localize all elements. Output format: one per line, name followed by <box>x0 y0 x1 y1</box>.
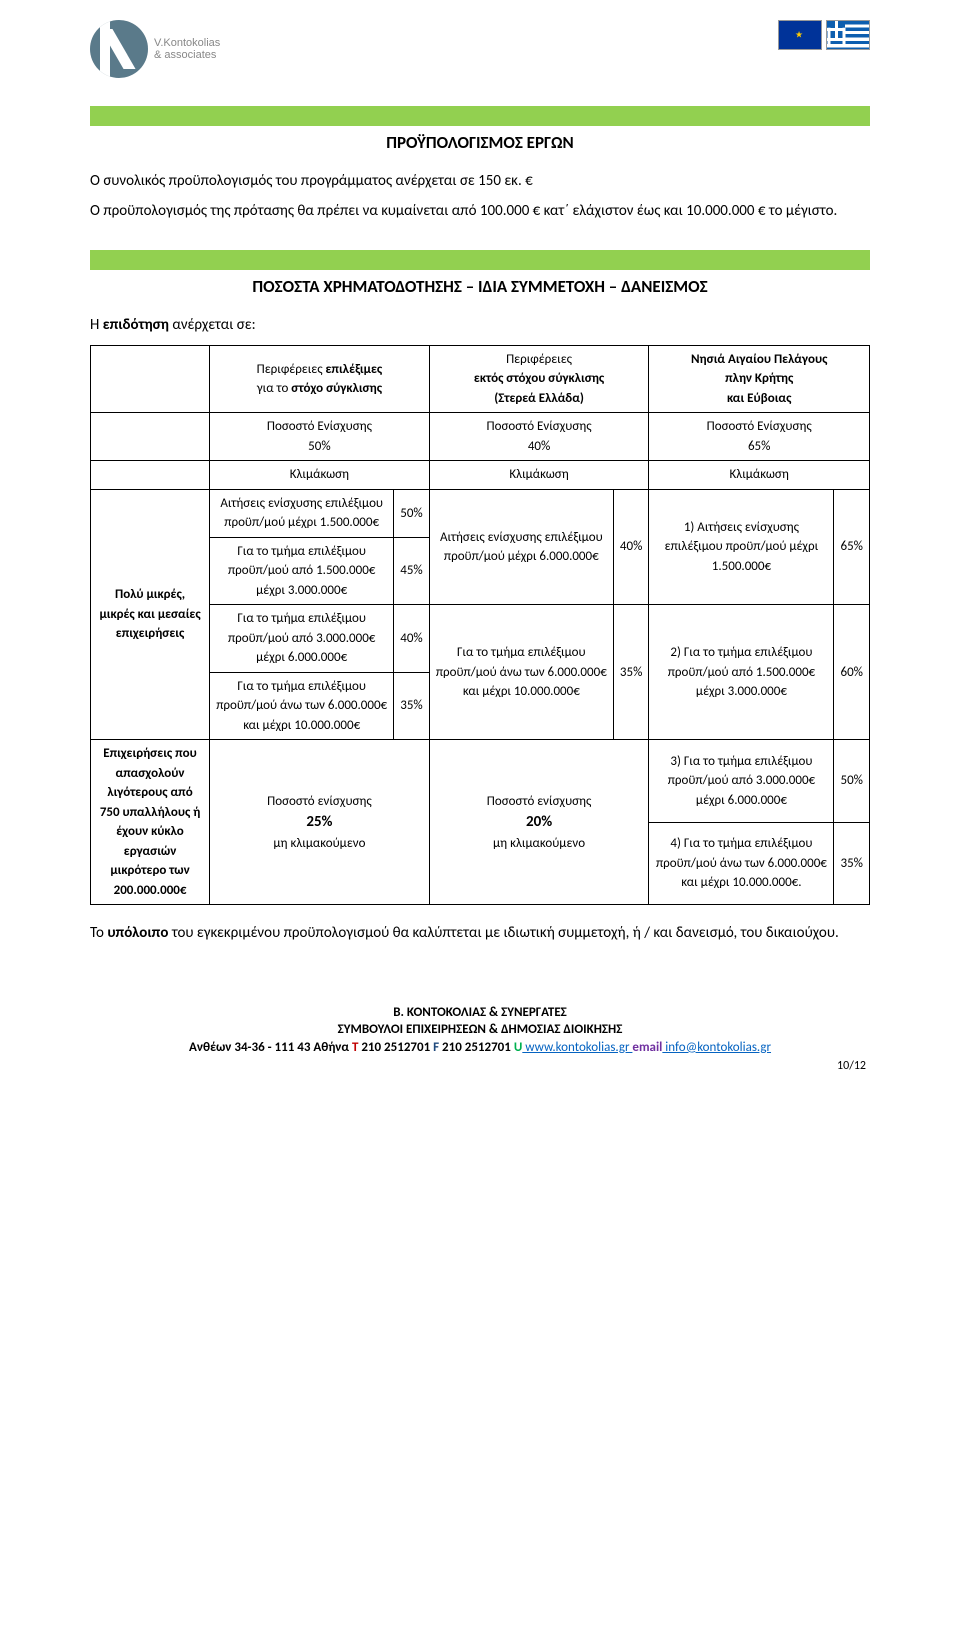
table-row: Επιχειρήσεις που απασχολούν λιγότερους α… <box>91 740 870 823</box>
c2-tier4-pct: 35% <box>394 672 429 740</box>
head-col-non-convergence: Περιφέρειες εκτός στόχου σύγκλισης (Στερ… <box>429 345 649 413</box>
rate-col3: Ποσοστό Ενίσχυσης40% <box>429 413 649 461</box>
rate-col2: Ποσοστό Ενίσχυσης50% <box>210 413 430 461</box>
after-prefix: Το <box>90 924 107 942</box>
section-title-funding: ΠΟΣΟΣΤΑ ΧΡΗΜΑΤΟΔΟΤΗΣΗΣ – ΊΔΙΑ ΣΥΜΜΕΤΟΧΗ … <box>90 276 870 297</box>
greece-flag-icon <box>826 20 870 50</box>
section-title-budget: ΠΡΟΫΠΟΛΟΓΙΣΜΟΣ ΈΡΓΩΝ <box>90 132 870 153</box>
logo-block: V.Kontokolias & associates <box>90 20 220 78</box>
section-banner-2 <box>90 250 870 270</box>
page-footer: Β. ΚΟΝΤΟΚΟΛΙΑΣ & ΣΥΝΕΡΓΑΤΕΣ ΣΥΜΒΟΥΛΟΙ ΕΠ… <box>90 1004 870 1075</box>
row-sme-label: Πολύ μικρές, μικρές και μεσαίες επιχειρή… <box>91 489 210 740</box>
c4-tier1-pct: 65% <box>834 489 870 605</box>
page-header: V.Kontokolias & associates <box>90 20 870 78</box>
company-name: V.Kontokolias & associates <box>154 37 220 61</box>
klim-col3: Κλιμάκωση <box>429 461 649 490</box>
c2-tier2-pct: 45% <box>394 537 429 605</box>
rate-col4: Ποσοστό Ενίσχυσης65% <box>649 413 870 461</box>
c2-tier3: Για το τμήμα επιλέξιμου προϋπ/μού από 3.… <box>210 605 394 673</box>
row2-col2: Ποσοστό ενίσχυσης 25% μη κλιμακούμενο <box>210 740 430 905</box>
c4-tier4-pct: 35% <box>834 822 870 905</box>
company-line2: & associates <box>154 49 220 61</box>
logo-icon <box>90 20 148 78</box>
table-rate-row: Ποσοστό Ενίσχυσης50% Ποσοστό Ενίσχυσης40… <box>91 413 870 461</box>
table-header-row: Περιφέρειες επιλέξιμες για το στόχο σύγκ… <box>91 345 870 413</box>
c2-tier3-pct: 40% <box>394 605 429 673</box>
c2-tier1: Αιτήσεις ενίσχυσης επιλέξιμου προϋπ/μού … <box>210 489 394 537</box>
header-flags <box>778 20 870 50</box>
c2-tier1-pct: 50% <box>394 489 429 537</box>
c3-tier1: Αιτήσεις ενίσχυσης επιλέξιμου προϋπ/μού … <box>429 489 613 605</box>
klim-col2: Κλιμάκωση <box>210 461 430 490</box>
c3-tier2-pct: 35% <box>613 605 648 740</box>
c4-tier3: 3) Για το τμήμα επιλέξιμου προϋπ/μού από… <box>649 740 834 823</box>
c4-tier4: 4) Για το τμήμα επιλέξιμου προϋπ/μού άνω… <box>649 822 834 905</box>
c2-tier2: Για το τμήμα επιλέξιμου προϋπ/μού από 1.… <box>210 537 394 605</box>
c3-tier1-pct: 40% <box>613 489 648 605</box>
head-col-aegean: Νησιά Αιγαίου Πελάγους πλην Κρήτης και Ε… <box>649 345 870 413</box>
c2-tier4: Για το τμήμα επιλέξιμου προϋπ/μού άνω τω… <box>210 672 394 740</box>
row-large-label: Επιχειρήσεις που απασχολούν λιγότερους α… <box>91 740 210 905</box>
intro-suffix: ανέρχεται σε: <box>169 316 256 334</box>
after-suffix: του εγκεκριμένου προϋπολογισμού θα καλύπ… <box>168 924 838 942</box>
table-row: Πολύ μικρές, μικρές και μεσαίες επιχειρή… <box>91 489 870 537</box>
remainder-paragraph: Το υπόλοιπο του εγκεκριμένου προϋπολογισ… <box>90 923 870 943</box>
footer-e-label: email <box>632 1040 662 1055</box>
intro-bold: επιδότηση <box>103 316 169 334</box>
row2-col3: Ποσοστό ενίσχυσης 20% μη κλιμακούμενο <box>429 740 649 905</box>
budget-paragraph-2: Ο προϋπολογισμός της πρότασης θα πρέπει … <box>90 201 870 221</box>
footer-t-val: 210 2512701 <box>358 1040 433 1055</box>
footer-contact: Ανθέων 34-36 - 111 43 Αθήνα T 210 251270… <box>90 1039 870 1057</box>
company-line1: V.Kontokolias <box>154 37 220 49</box>
c4-tier1: 1) Αιτήσεις ενίσχυσης επιλέξιμου προϋπ/μ… <box>649 489 834 605</box>
footer-address: Ανθέων 34-36 - 111 43 Αθήνα <box>189 1040 352 1055</box>
funding-table: Περιφέρειες επιλέξιμες για το στόχο σύγκ… <box>90 345 870 906</box>
eu-flag-icon <box>778 20 822 50</box>
footer-f-val: 210 2512701 <box>439 1040 514 1055</box>
footer-subtitle: ΣΥΜΒΟΥΛΟΙ ΕΠΙΧΕΙΡΗΣΕΩΝ & ΔΗΜΟΣΙΑΣ ΔΙΟΙΚΗ… <box>90 1021 870 1039</box>
intro-prefix: Η <box>90 316 103 334</box>
head-col-convergence: Περιφέρειες επιλέξιμες για το στόχο σύγκ… <box>210 345 430 413</box>
budget-paragraph-1: Ο συνολικός προϋπολογισμός του προγράμμα… <box>90 171 870 191</box>
klim-col4: Κλιμάκωση <box>649 461 870 490</box>
table-klim-row: Κλιμάκωση Κλιμάκωση Κλιμάκωση <box>91 461 870 490</box>
footer-url-link[interactable]: www.kontokolias.gr <box>522 1040 632 1055</box>
section-banner-1 <box>90 106 870 126</box>
after-bold: υπόλοιπο <box>107 924 168 942</box>
page-number: 10/12 <box>90 1058 870 1074</box>
subsidy-intro: Η επιδότηση ανέρχεται σε: <box>90 315 870 335</box>
c4-tier2-pct: 60% <box>834 605 870 740</box>
c4-tier2: 2) Για το τμήμα επιλέξιμου προϋπ/μού από… <box>649 605 834 740</box>
c3-tier2: Για το τμήμα επιλέξιμου προϋπ/μού άνω τω… <box>429 605 613 740</box>
footer-email-link[interactable]: info@kontokolias.gr <box>662 1040 771 1055</box>
footer-company: Β. ΚΟΝΤΟΚΟΛΙΑΣ & ΣΥΝΕΡΓΑΤΕΣ <box>90 1004 870 1022</box>
c4-tier3-pct: 50% <box>834 740 870 823</box>
